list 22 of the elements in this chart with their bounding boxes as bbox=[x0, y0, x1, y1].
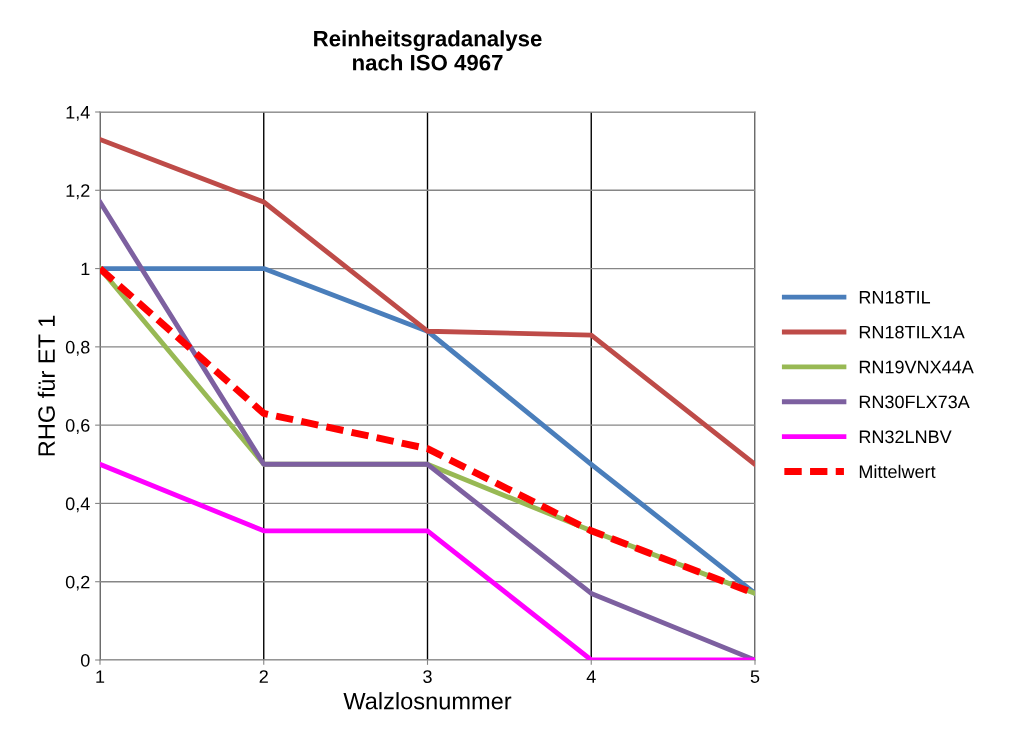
y-tick-label: 0,2 bbox=[65, 575, 90, 591]
y-tick-label: 0,6 bbox=[65, 419, 90, 434]
legend-label: RN18TILX1A bbox=[859, 325, 965, 339]
x-axis-title: Walzlosnummer bbox=[343, 692, 512, 710]
y-tick-label: 1 bbox=[81, 262, 90, 276]
y-tick-label: 0,8 bbox=[65, 340, 90, 356]
y-tick-label: 1,2 bbox=[66, 184, 90, 200]
x-tick-label: 2 bbox=[259, 670, 268, 683]
x-tick-label: 3 bbox=[423, 670, 432, 683]
chart-title: Reinheitsgradanalyse nach ISO 4967 bbox=[314, 30, 542, 71]
x-tick-label: 1 bbox=[96, 670, 105, 683]
legend-label: RN18TIL bbox=[859, 290, 931, 304]
legend-label: RN30FLX73A bbox=[859, 395, 970, 409]
x-tick-label: 5 bbox=[750, 670, 760, 683]
x-tick-label: 4 bbox=[586, 670, 596, 683]
legend-label: Mittelwert bbox=[859, 464, 936, 479]
legend-label: RN32LNBV bbox=[859, 430, 952, 444]
y-tick-label: 0 bbox=[80, 653, 90, 667]
y-tick-label: 1,4 bbox=[66, 106, 90, 121]
legend-label: RN19VNX44A bbox=[859, 360, 974, 374]
y-axis-title: RHG für ET 1 bbox=[37, 315, 55, 456]
y-tick-label: 0,4 bbox=[65, 497, 90, 513]
